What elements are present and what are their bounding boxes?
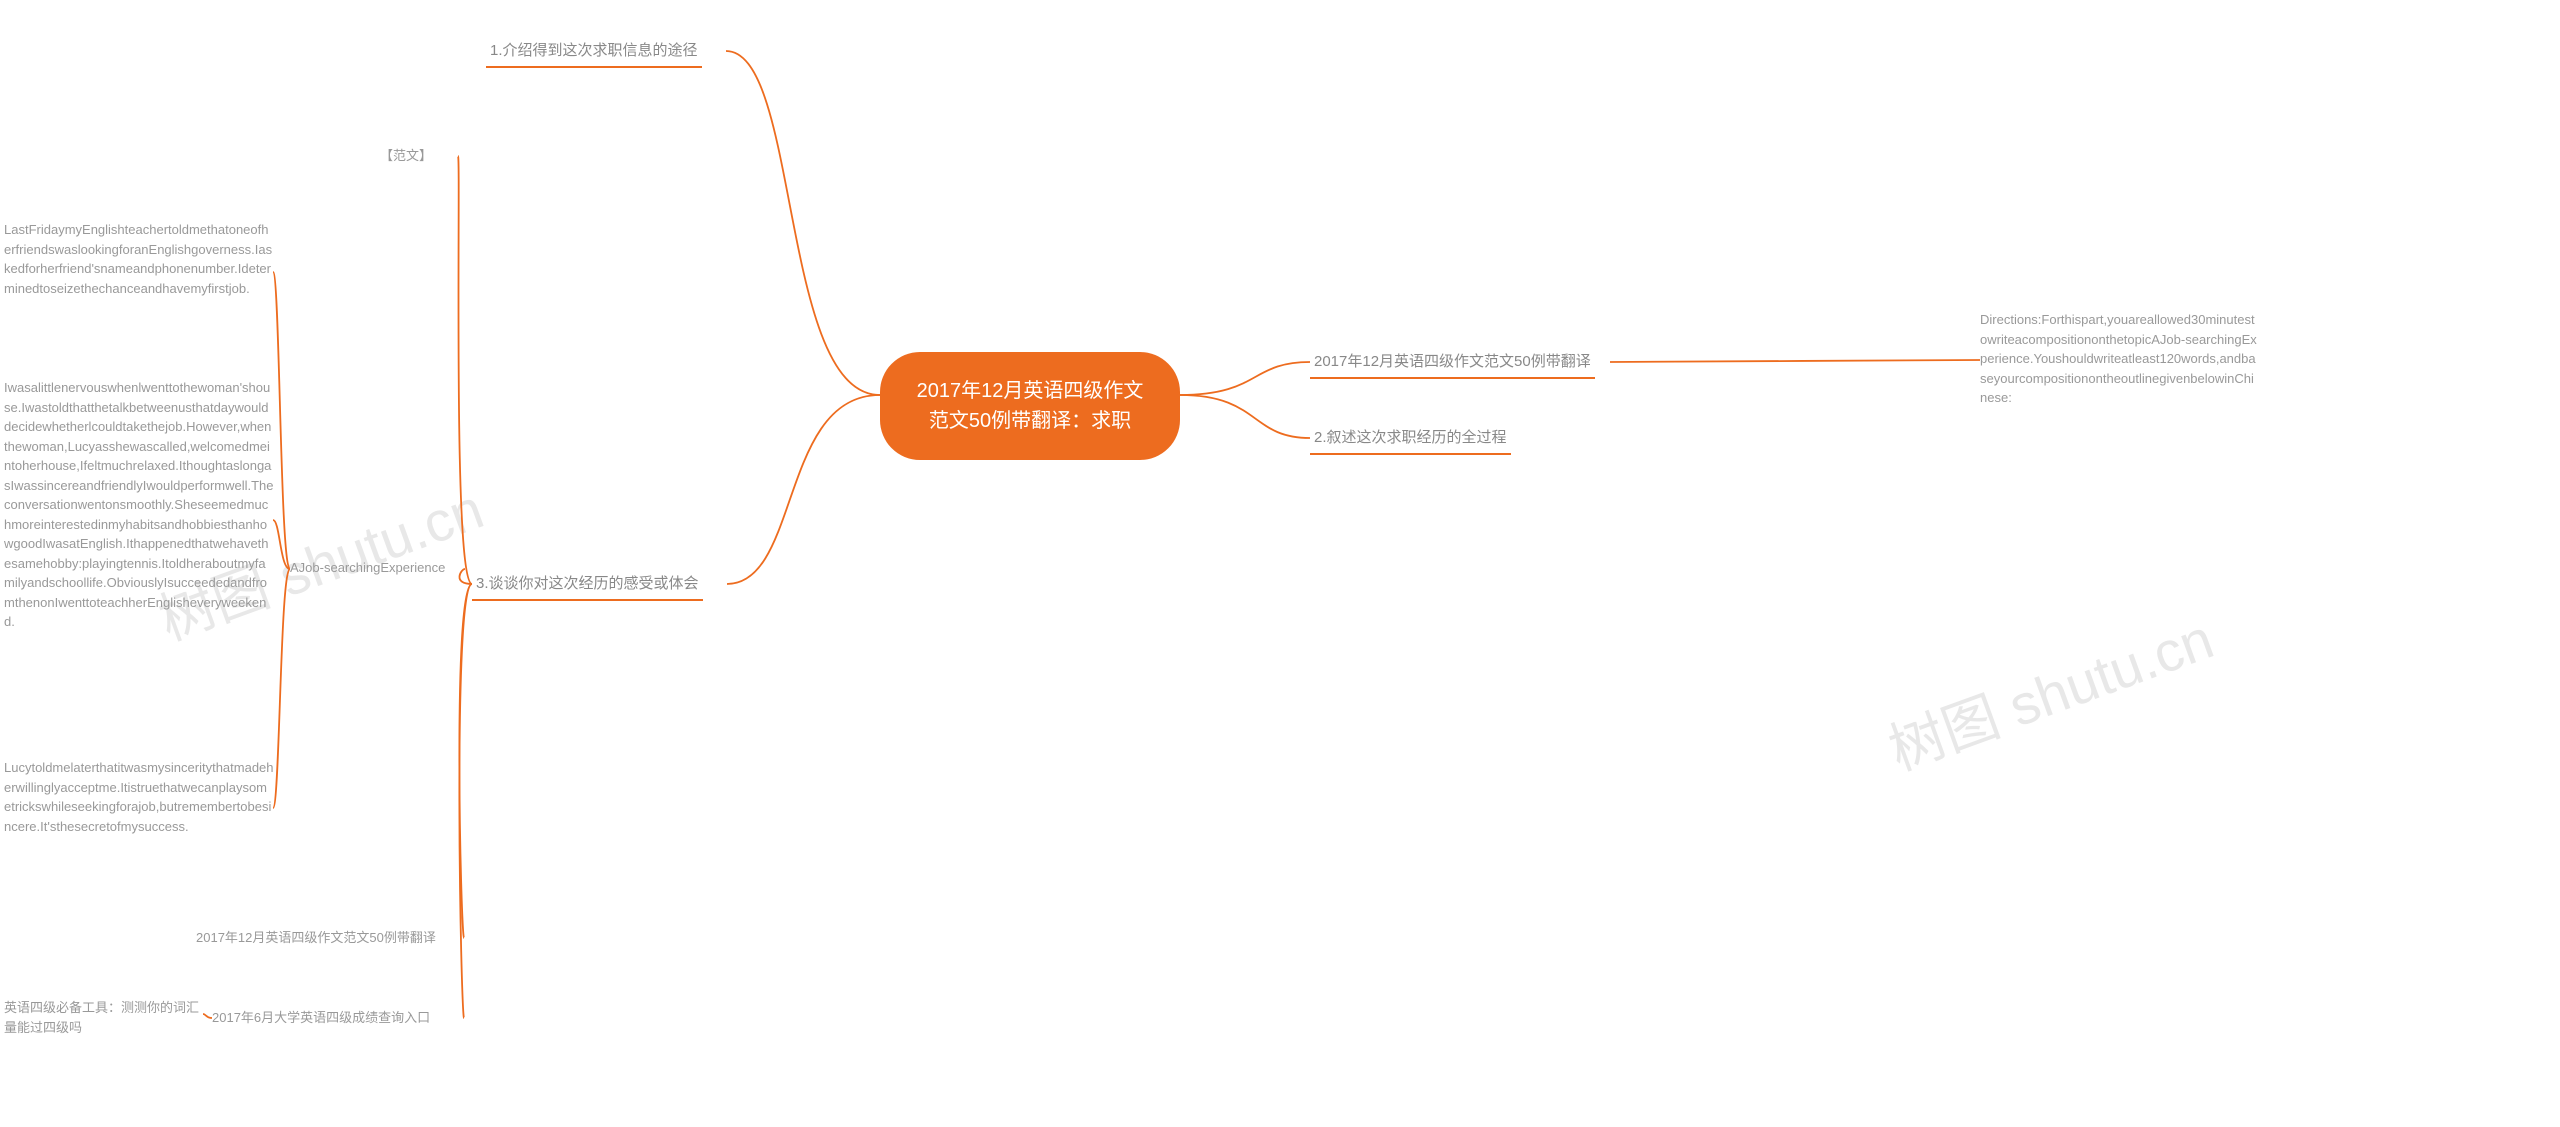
node-p0: LastFridaymyEnglishteachertoldmethatoneo… bbox=[4, 220, 274, 298]
node-l0[interactable]: 1.介绍得到这次求职信息的途径 bbox=[486, 33, 702, 68]
node-p2: Lucytoldmelaterthatitwasmysinceritythatm… bbox=[4, 758, 274, 836]
node-label: 2.叙述这次求职经历的全过程 bbox=[1314, 429, 1507, 446]
node-text: 英语四级必备工具：测测你的词汇量能过四级吗 bbox=[4, 1000, 199, 1035]
node-label: 1.介绍得到这次求职信息的途径 bbox=[490, 42, 698, 59]
node-text: 2017年12月英语四级作文范文50例带翻译 bbox=[196, 930, 436, 945]
node-l1[interactable]: 3.谈谈你对这次经历的感受或体会 bbox=[472, 566, 703, 601]
node-l1c3: 2017年6月大学英语四级成绩查询入口 bbox=[212, 1008, 467, 1028]
node-text: Lucytoldmelaterthatitwasmysinceritythatm… bbox=[4, 760, 274, 834]
node-r1[interactable]: 2.叙述这次求职经历的全过程 bbox=[1310, 420, 1511, 455]
root-node-text: 2017年12月英语四级作文范文50例带翻译：求职 bbox=[917, 380, 1144, 432]
node-label: 3.谈谈你对这次经历的感受或体会 bbox=[476, 575, 699, 592]
node-text: 【范文】 bbox=[380, 148, 432, 163]
root-node[interactable]: 2017年12月英语四级作文范文50例带翻译：求职 bbox=[880, 352, 1180, 460]
node-text: Iwasalittlenervouswhenlwenttothewoman'sh… bbox=[4, 380, 274, 629]
node-l1c1: AJob-searchingExperience bbox=[290, 558, 465, 578]
node-r0[interactable]: 2017年12月英语四级作文范文50例带翻译 bbox=[1310, 344, 1595, 379]
watermark: 树图 shutu.cn bbox=[1876, 594, 2223, 786]
node-l1c0: 【范文】 bbox=[380, 146, 460, 166]
node-l1c2: 2017年12月英语四级作文范文50例带翻译 bbox=[196, 928, 466, 948]
node-r0c0: Directions:Forthispart,youareallowed30mi… bbox=[1980, 310, 2260, 408]
node-text: AJob-searchingExperience bbox=[290, 560, 445, 575]
node-label: 2017年12月英语四级作文范文50例带翻译 bbox=[1314, 353, 1591, 370]
node-p1: Iwasalittlenervouswhenlwenttothewoman'sh… bbox=[4, 378, 274, 632]
node-text: LastFridaymyEnglishteachertoldmethatoneo… bbox=[4, 222, 272, 296]
node-l1c3a: 英语四级必备工具：测测你的词汇量能过四级吗 bbox=[4, 998, 204, 1037]
node-text: 2017年6月大学英语四级成绩查询入口 bbox=[212, 1010, 430, 1025]
node-text: Directions:Forthispart,youareallowed30mi… bbox=[1980, 312, 2257, 405]
